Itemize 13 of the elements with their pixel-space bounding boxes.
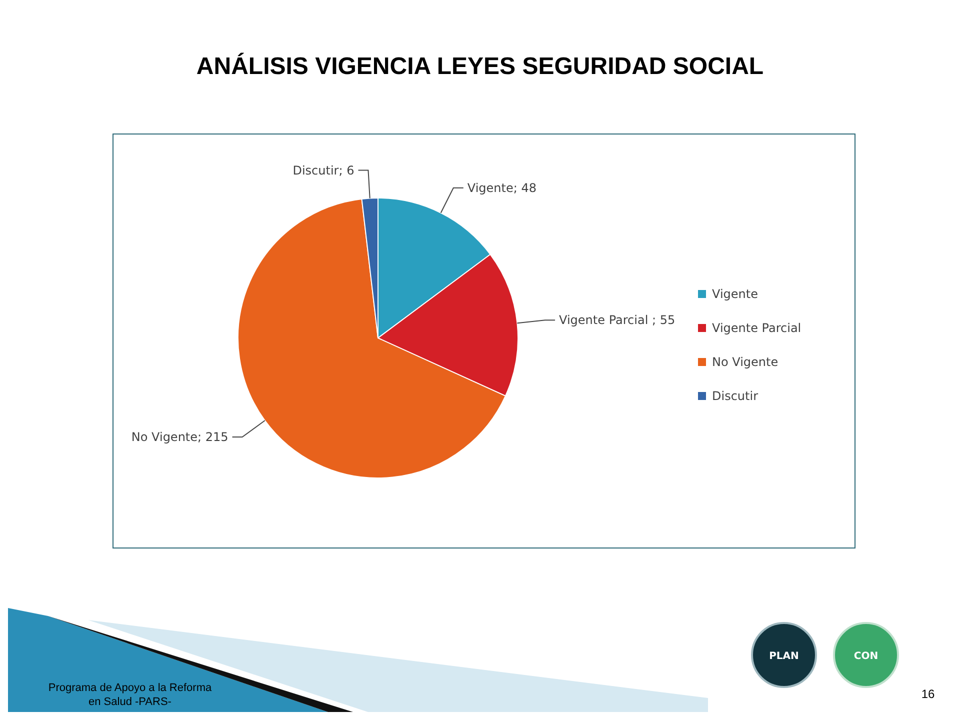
data-label: Discutir; 6 [292,163,354,178]
legend-label: Vigente [712,287,758,301]
legend-label: Discutir [712,389,758,403]
text: Programa de Apoyo a la Reforma en Salud -PARS- [48,682,213,708]
text: 16 [921,687,935,701]
data-label: No Vigente; 215 [131,430,228,444]
text: PLAN [769,651,799,662]
legend-label: Vigente Parcial [712,321,802,335]
data-label: Vigente Parcial ; 55 [559,313,676,328]
data-label: Vigente; 48 [467,180,537,195]
text: CON [854,651,878,662]
legend-label: No Vigente [712,355,778,369]
chart-title: ANÁLISIS VIGENCIA LEYES SEGURIDAD SOCIAL [196,52,764,80]
